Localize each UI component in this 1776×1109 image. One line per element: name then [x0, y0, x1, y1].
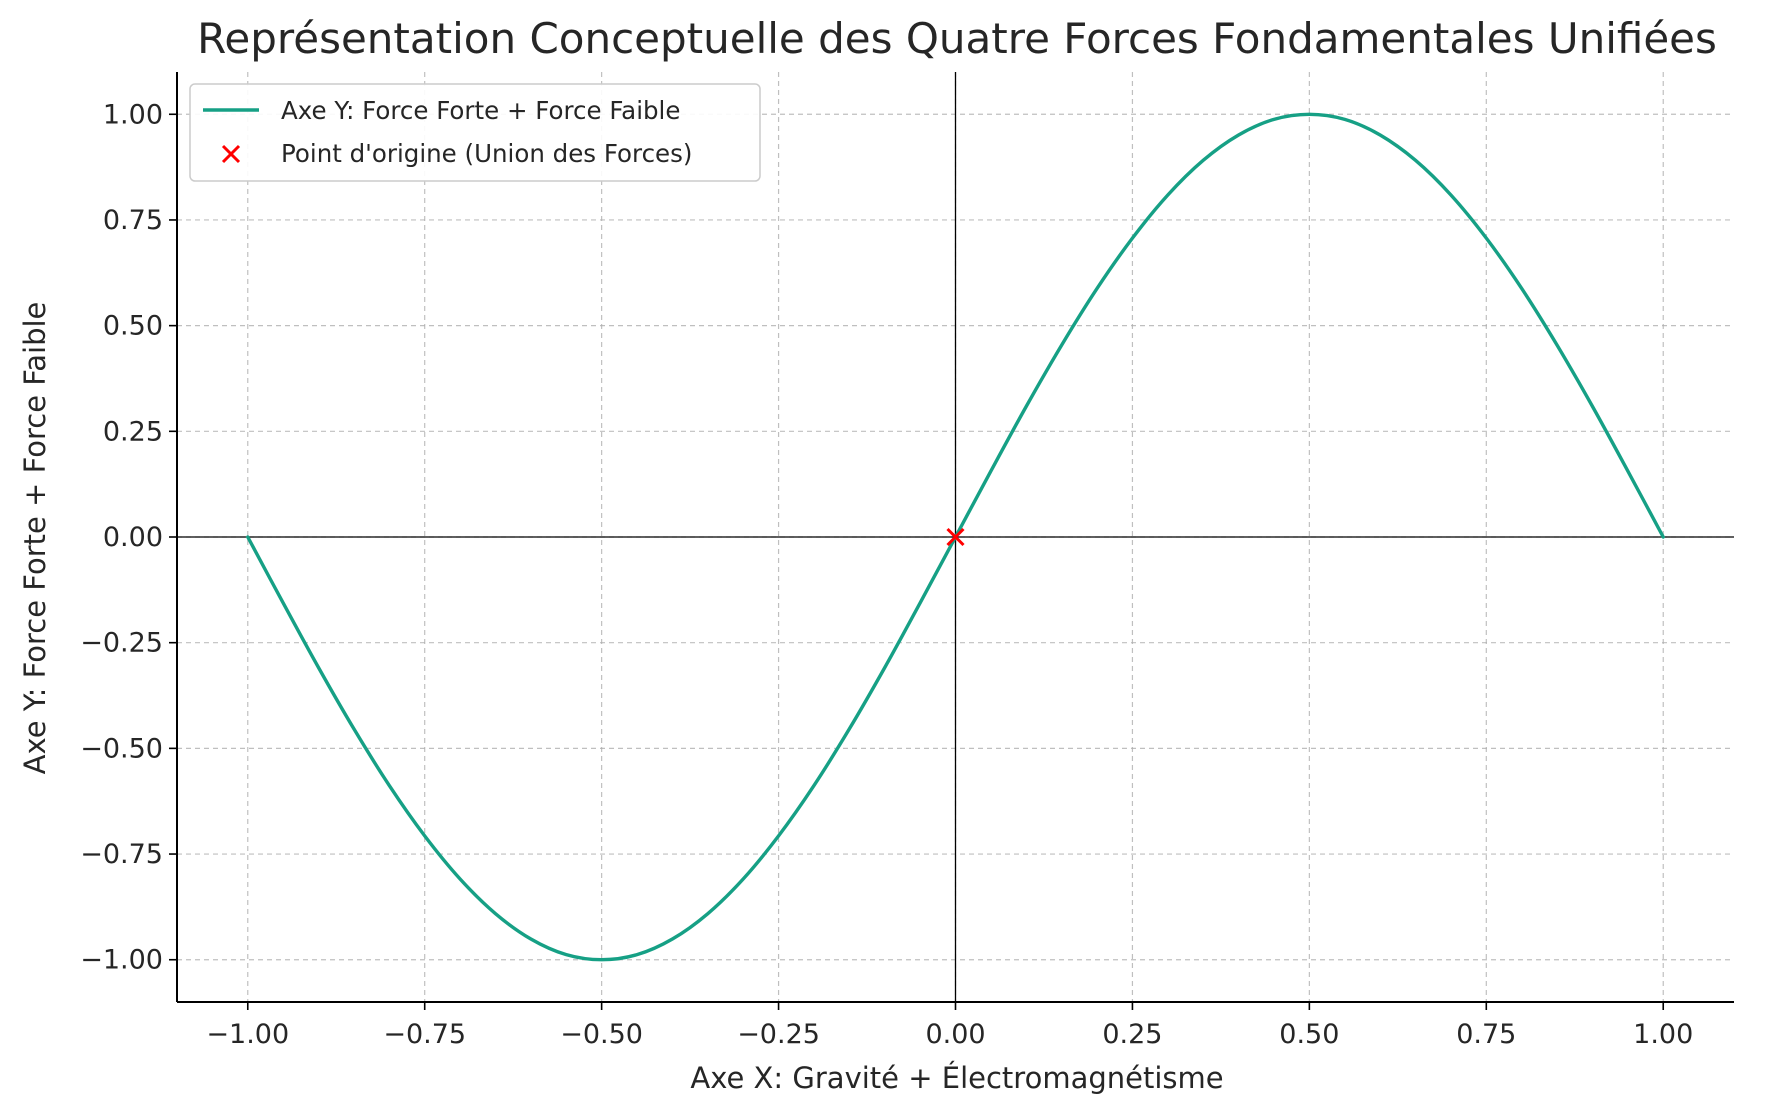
- y-tick-label-5: −0.25: [80, 628, 163, 659]
- y-tick-label-6: −0.50: [80, 733, 163, 764]
- x-tick-label-1: −0.75: [383, 1019, 466, 1050]
- y-tick-label-8: −1.00: [80, 945, 163, 976]
- legend: Axe Y: Force Forte + Force Faible Point d…: [189, 83, 761, 182]
- x-tick-label-6: 0.50: [1279, 1019, 1339, 1050]
- legend-item-marker: Point d'origine (Union des Forces): [221, 139, 692, 168]
- legend-label-marker: Point d'origine (Union des Forces): [281, 139, 692, 168]
- x-tick-label-0: −1.00: [206, 1019, 289, 1050]
- x-tick-label-8: 1.00: [1633, 1019, 1693, 1050]
- y-axis-ticks: 1.00 0.75 0.50 0.25 0.00 −0.25 −0.50 −0.75 −1.00: [80, 99, 177, 976]
- x-axis-ticks: −1.00 −0.75 −0.50 −0.25 0.00 0.25 0.50 0.75 1.00: [206, 1002, 1693, 1050]
- x-tick-label-3: −0.25: [737, 1019, 820, 1050]
- chart-title: Représentation Conceptuelle des Quatre F…: [197, 14, 1717, 63]
- legend-label-line: Axe Y: Force Forte + Force Faible: [281, 96, 680, 125]
- x-tick-label-7: 0.75: [1456, 1019, 1516, 1050]
- y-axis-label: Axe Y: Force Forte + Force Faible: [18, 302, 52, 775]
- y-tick-label-7: −0.75: [80, 839, 163, 870]
- x-axis-label: Axe X: Gravité + Électromagnétisme: [690, 1061, 1223, 1095]
- plot-series: [246, 112, 1665, 962]
- y-tick-label-3: 0.25: [103, 416, 163, 447]
- y-tick-label-4: 0.00: [103, 522, 163, 553]
- origin-point-marker: [946, 527, 965, 547]
- legend-box: [189, 83, 761, 182]
- x-tick-label-2: −0.50: [560, 1019, 643, 1050]
- legend-marker-stroke-b: [221, 144, 241, 164]
- x-tick-label-4: 0.00: [925, 1019, 985, 1050]
- y-tick-label-0: 1.00: [103, 99, 163, 130]
- origin-marker-stroke-b: [946, 527, 965, 547]
- x-tick-label-5: 0.25: [1102, 1019, 1162, 1050]
- y-tick-label-2: 0.50: [103, 311, 163, 342]
- y-tick-label-1: 0.75: [103, 205, 163, 236]
- legend-item-line: Axe Y: Force Forte + Force Faible: [203, 96, 680, 125]
